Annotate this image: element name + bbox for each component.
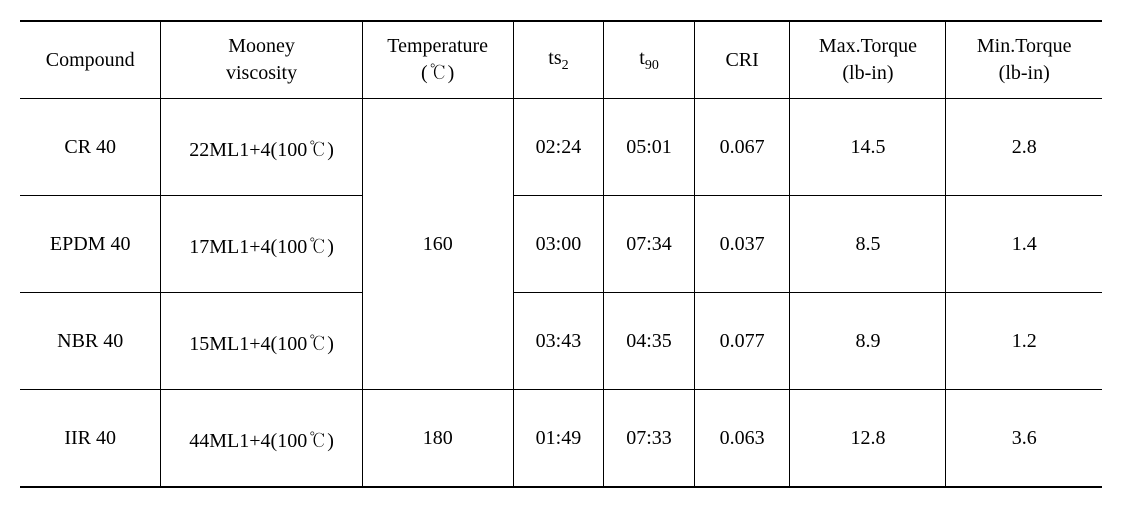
cell-cri: 0.063: [694, 390, 790, 488]
cell-cri: 0.067: [694, 99, 790, 196]
col-header-t90: t90: [604, 21, 695, 99]
cell-compound: NBR 40: [20, 293, 161, 390]
cell-ts2: 02:24: [513, 99, 604, 196]
cell-min-torque: 1.4: [946, 196, 1102, 293]
col-header-min-torque: Min.Torque(lb-in): [946, 21, 1102, 99]
cell-t90: 05:01: [604, 99, 695, 196]
cell-cri: 0.077: [694, 293, 790, 390]
cell-mooney: 22ML1+4(100℃): [161, 99, 362, 196]
cell-max-torque: 8.9: [790, 293, 946, 390]
table-header-row: Compound Mooneyviscosity Temperature(℃) …: [20, 21, 1102, 99]
cell-t90: 04:35: [604, 293, 695, 390]
cell-temperature: 180: [362, 390, 513, 488]
table-row: CR 40 22ML1+4(100℃) 160 02:24 05:01 0.06…: [20, 99, 1102, 196]
col-header-ts2: ts2: [513, 21, 604, 99]
cell-min-torque: 1.2: [946, 293, 1102, 390]
col-header-compound: Compound: [20, 21, 161, 99]
cell-ts2: 03:43: [513, 293, 604, 390]
compound-properties-table: Compound Mooneyviscosity Temperature(℃) …: [20, 20, 1102, 488]
col-header-cri: CRI: [694, 21, 790, 99]
cell-ts2: 03:00: [513, 196, 604, 293]
cell-compound: IIR 40: [20, 390, 161, 488]
cell-t90: 07:33: [604, 390, 695, 488]
cell-mooney: 15ML1+4(100℃): [161, 293, 362, 390]
cell-max-torque: 14.5: [790, 99, 946, 196]
cell-max-torque: 8.5: [790, 196, 946, 293]
cell-compound: CR 40: [20, 99, 161, 196]
table-row: EPDM 40 17ML1+4(100℃) 03:00 07:34 0.037 …: [20, 196, 1102, 293]
cell-mooney: 17ML1+4(100℃): [161, 196, 362, 293]
cell-min-torque: 3.6: [946, 390, 1102, 488]
col-header-max-torque: Max.Torque(lb-in): [790, 21, 946, 99]
table-row: IIR 40 44ML1+4(100℃) 180 01:49 07:33 0.0…: [20, 390, 1102, 488]
cell-compound: EPDM 40: [20, 196, 161, 293]
cell-cri: 0.037: [694, 196, 790, 293]
table-row: NBR 40 15ML1+4(100℃) 03:43 04:35 0.077 8…: [20, 293, 1102, 390]
cell-max-torque: 12.8: [790, 390, 946, 488]
cell-min-torque: 2.8: [946, 99, 1102, 196]
cell-t90: 07:34: [604, 196, 695, 293]
cell-temperature: 160: [362, 99, 513, 390]
cell-mooney: 44ML1+4(100℃): [161, 390, 362, 488]
col-header-mooney: Mooneyviscosity: [161, 21, 362, 99]
cell-ts2: 01:49: [513, 390, 604, 488]
col-header-temperature: Temperature(℃): [362, 21, 513, 99]
